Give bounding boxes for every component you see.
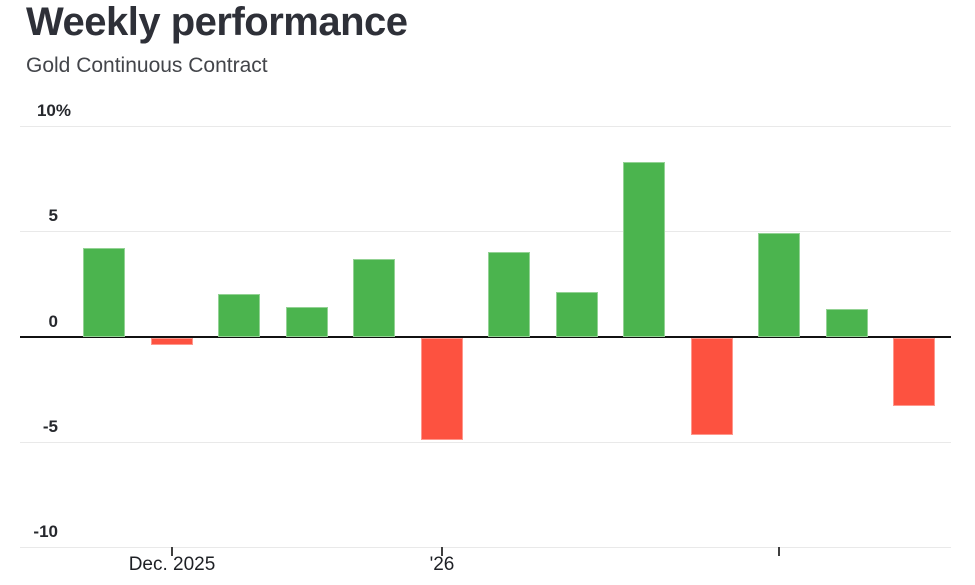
zero-line <box>20 336 951 338</box>
bar-week-5[interactable] <box>353 259 395 337</box>
bar-week-10[interactable] <box>691 338 733 435</box>
chart-subtitle: Gold Continuous Contract <box>26 54 268 77</box>
bar-week-3[interactable] <box>218 294 260 337</box>
bar-week-1[interactable] <box>83 248 125 337</box>
y-axis-label-0: 0 <box>48 312 58 331</box>
x-axis-label-0: Dec. 2025 <box>128 554 216 575</box>
bar-week-12[interactable] <box>826 309 868 337</box>
x-axis-tick-0 <box>171 547 173 556</box>
bar-week-9[interactable] <box>623 162 665 337</box>
bar-week-7[interactable] <box>488 252 530 337</box>
y-axis-label-5: 5 <box>48 206 58 225</box>
y-axis-label--10: -10 <box>33 522 58 541</box>
bar-week-11[interactable] <box>758 233 800 337</box>
bar-week-4[interactable] <box>286 307 328 337</box>
bar-week-13[interactable] <box>893 338 935 406</box>
gridline--10 <box>20 547 951 548</box>
bar-week-6[interactable] <box>421 338 463 440</box>
y-axis-label--5: -5 <box>42 417 58 436</box>
bar-week-2[interactable] <box>151 338 193 345</box>
gridline-10 <box>20 126 951 127</box>
gridline-5 <box>20 231 951 232</box>
x-axis-tick-1 <box>441 547 443 556</box>
bar-week-8[interactable] <box>556 292 598 337</box>
x-axis-label-1: '26 <box>429 554 455 575</box>
gridline--5 <box>20 442 951 443</box>
chart-title: Weekly performance <box>26 0 408 44</box>
y-axis-label-10: 10% <box>36 101 71 120</box>
x-axis-tick-2 <box>778 547 780 556</box>
